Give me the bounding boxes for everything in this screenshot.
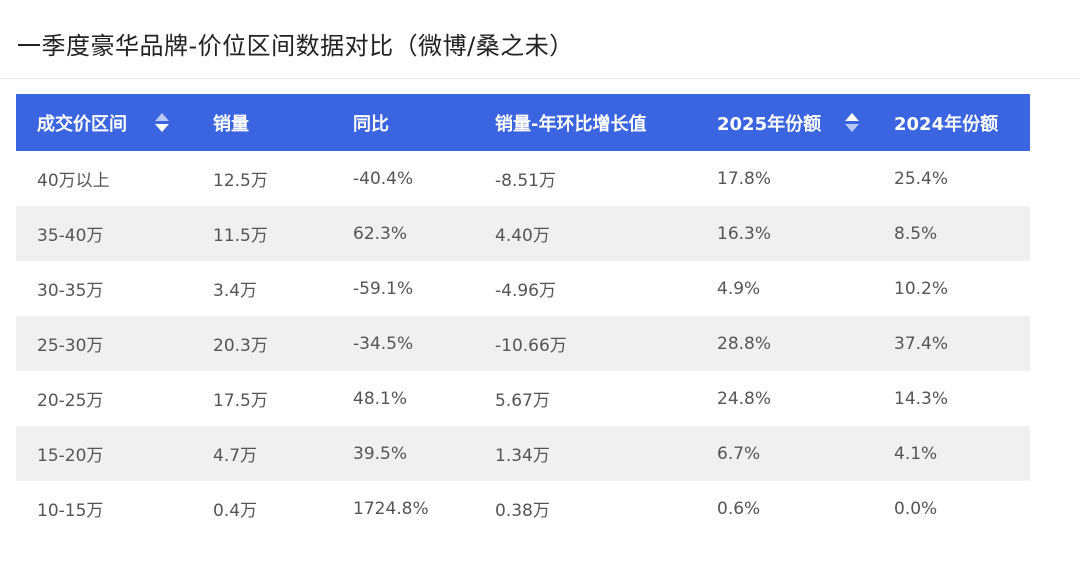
cell-yoy: -40.4% (353, 168, 414, 189)
header-label: 同比 (353, 113, 389, 135)
table-row: 40万以上 12.5万 -40.4% -8.51万 17.8% 25.4% (16, 151, 1030, 206)
cell-share-2025: 17.8% (717, 168, 772, 189)
sort-asc-icon (155, 113, 169, 121)
cell-share-2025: 16.3% (717, 223, 772, 244)
cell-share-2025: 24.8% (717, 388, 772, 409)
cell-sales: 20.3万 (213, 336, 268, 356)
header-cell-sales-change: 销量-年环比增长值 (474, 110, 696, 136)
cell-sales: 3.4万 (213, 281, 258, 301)
header-label: 销量 (213, 113, 249, 135)
cell-share-2024: 8.5% (894, 223, 938, 244)
table-row: 15-20万 4.7万 39.5% 1.34万 6.7% 4.1% (16, 426, 1030, 481)
sort-icon[interactable] (845, 113, 860, 132)
cell-price-range: 25-30万 (37, 336, 104, 356)
cell-share-2024: 37.4% (894, 333, 949, 354)
page-title: 一季度豪华品牌-价位区间数据对比（微博/桑之未） (17, 32, 574, 60)
cell-price-range: 30-35万 (37, 281, 104, 301)
title-bar: 一季度豪华品牌-价位区间数据对比（微博/桑之未） (0, 0, 1080, 79)
cell-yoy: 48.1% (353, 388, 408, 409)
table-row: 35-40万 11.5万 62.3% 4.40万 16.3% 8.5% (16, 206, 1030, 261)
header-label: 销量-年环比增长值 (495, 113, 647, 135)
cell-price-range: 15-20万 (37, 446, 104, 466)
cell-yoy: 39.5% (353, 443, 408, 464)
cell-price-range: 35-40万 (37, 226, 104, 246)
header-label: 2025年份额 (717, 113, 822, 135)
table-header: 成交价区间 销量 同比 销量-年环比增长值 2025年份额 (16, 94, 1030, 151)
header-cell-price-range[interactable]: 成交价区间 (16, 110, 192, 136)
sort-desc-icon (155, 124, 169, 132)
table-row: 30-35万 3.4万 -59.1% -4.96万 4.9% 10.2% (16, 261, 1030, 316)
cell-sales: 17.5万 (213, 391, 268, 411)
cell-share-2025: 0.6% (717, 498, 761, 519)
cell-share-2024: 14.3% (894, 388, 949, 409)
cell-sales: 4.7万 (213, 446, 258, 466)
cell-sales-change: 5.67万 (495, 391, 550, 411)
cell-sales-change: -10.66万 (495, 336, 567, 356)
cell-sales: 12.5万 (213, 171, 268, 191)
cell-share-2024: 4.1% (894, 443, 938, 464)
cell-yoy: 1724.8% (353, 498, 429, 519)
table-row: 20-25万 17.5万 48.1% 5.67万 24.8% 14.3% (16, 371, 1030, 426)
cell-sales-change: -4.96万 (495, 281, 556, 301)
cell-sales-change: -8.51万 (495, 171, 556, 191)
cell-share-2025: 6.7% (717, 443, 761, 464)
sort-desc-icon (845, 124, 860, 132)
cell-sales-change: 1.34万 (495, 446, 550, 466)
cell-price-range: 20-25万 (37, 391, 104, 411)
table-row: 25-30万 20.3万 -34.5% -10.66万 28.8% 37.4% (16, 316, 1030, 371)
cell-yoy: -59.1% (353, 278, 414, 299)
cell-share-2024: 10.2% (894, 278, 949, 299)
sort-asc-icon (845, 113, 860, 121)
cell-sales: 0.4万 (213, 501, 258, 521)
cell-yoy: 62.3% (353, 223, 408, 244)
cell-yoy: -34.5% (353, 333, 414, 354)
header-cell-sales: 销量 (192, 110, 332, 136)
table-row: 10-15万 0.4万 1724.8% 0.38万 0.6% 0.0% (16, 481, 1030, 536)
header-cell-share-2025[interactable]: 2025年份额 (696, 110, 873, 136)
cell-price-range: 40万以上 (37, 171, 110, 191)
header-label: 成交价区间 (37, 113, 127, 135)
header-label: 2024年份额 (894, 113, 999, 135)
cell-sales-change: 0.38万 (495, 501, 550, 521)
cell-sales: 11.5万 (213, 226, 268, 246)
cell-price-range: 10-15万 (37, 501, 104, 521)
sort-icon[interactable] (155, 113, 169, 132)
cell-share-2024: 25.4% (894, 168, 949, 189)
header-cell-yoy: 同比 (332, 110, 474, 136)
header-cell-share-2024: 2024年份额 (873, 110, 1030, 136)
cell-share-2025: 4.9% (717, 278, 761, 299)
cell-sales-change: 4.40万 (495, 226, 550, 246)
cell-share-2025: 28.8% (717, 333, 772, 354)
cell-share-2024: 0.0% (894, 498, 938, 519)
data-table: 成交价区间 销量 同比 销量-年环比增长值 2025年份额 (16, 94, 1030, 536)
